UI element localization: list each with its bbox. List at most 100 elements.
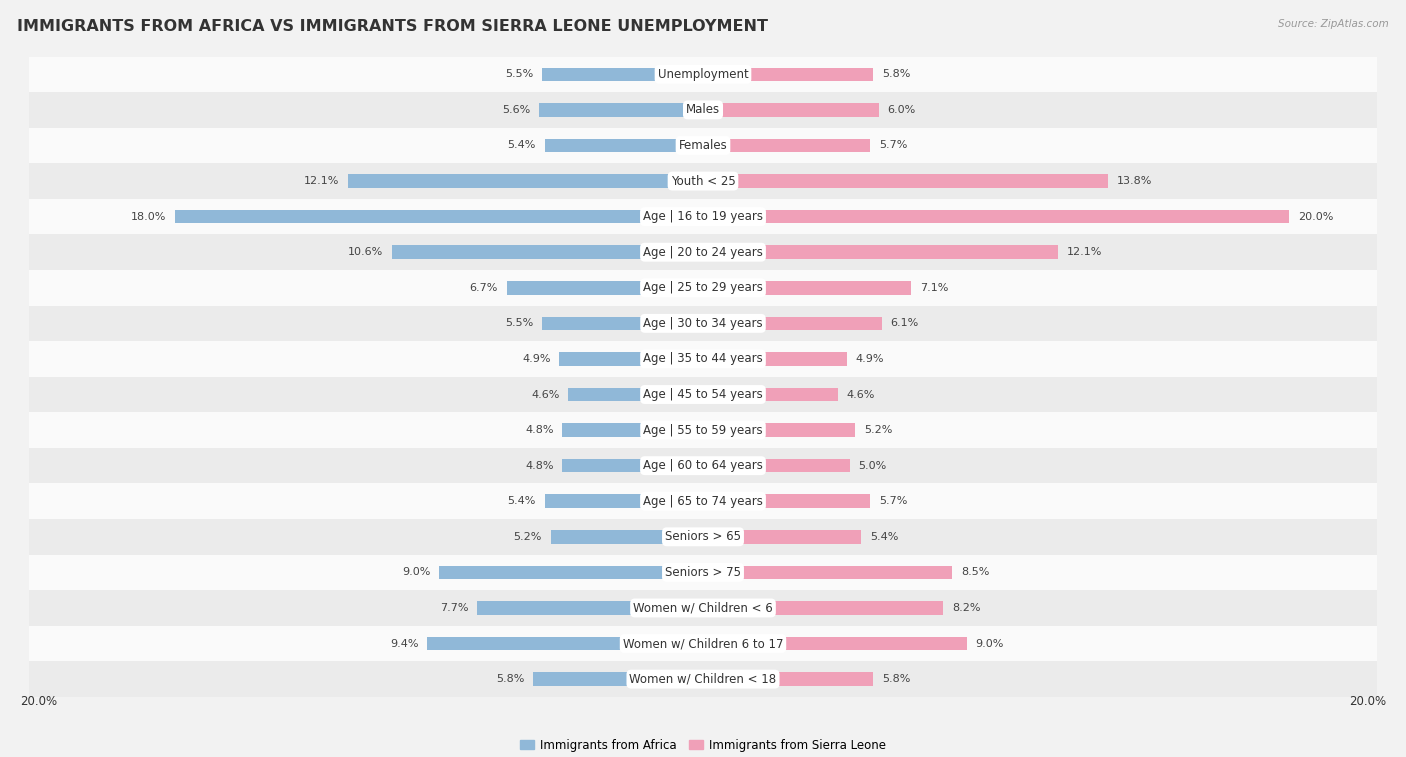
Bar <box>28 448 1378 484</box>
Text: 5.7%: 5.7% <box>879 141 907 151</box>
Text: 10.6%: 10.6% <box>349 248 384 257</box>
Text: 7.7%: 7.7% <box>440 603 468 613</box>
Bar <box>28 413 1378 448</box>
Bar <box>703 174 1108 188</box>
Bar <box>703 388 838 401</box>
Text: 4.8%: 4.8% <box>524 461 554 471</box>
Text: 9.0%: 9.0% <box>976 639 1004 649</box>
Bar <box>703 67 873 81</box>
Bar <box>703 423 855 437</box>
Text: Age | 16 to 19 years: Age | 16 to 19 years <box>643 210 763 223</box>
Text: IMMIGRANTS FROM AFRICA VS IMMIGRANTS FROM SIERRA LEONE UNEMPLOYMENT: IMMIGRANTS FROM AFRICA VS IMMIGRANTS FRO… <box>17 19 768 34</box>
Bar <box>28 199 1378 235</box>
Bar <box>176 210 703 223</box>
Bar <box>703 245 1057 259</box>
Bar <box>28 519 1378 555</box>
Bar <box>349 174 703 188</box>
Text: 4.9%: 4.9% <box>855 354 884 364</box>
Bar <box>28 662 1378 697</box>
Text: 6.1%: 6.1% <box>890 319 920 329</box>
Bar <box>703 672 873 686</box>
Text: 8.5%: 8.5% <box>960 568 990 578</box>
Text: Age | 45 to 54 years: Age | 45 to 54 years <box>643 388 763 401</box>
Bar <box>28 164 1378 199</box>
Bar <box>28 555 1378 590</box>
Text: 20.0%: 20.0% <box>20 695 58 708</box>
Bar <box>703 139 870 152</box>
Bar <box>427 637 703 650</box>
Text: Age | 35 to 44 years: Age | 35 to 44 years <box>643 353 763 366</box>
Text: Seniors > 75: Seniors > 75 <box>665 566 741 579</box>
Bar <box>533 672 703 686</box>
Bar <box>439 565 703 579</box>
Text: 5.4%: 5.4% <box>870 532 898 542</box>
Text: Males: Males <box>686 104 720 117</box>
Text: 5.0%: 5.0% <box>859 461 887 471</box>
Bar <box>506 281 703 294</box>
Text: 5.2%: 5.2% <box>865 425 893 435</box>
Text: Source: ZipAtlas.com: Source: ZipAtlas.com <box>1278 19 1389 29</box>
Bar <box>28 128 1378 164</box>
Bar <box>28 626 1378 662</box>
Bar <box>703 210 1289 223</box>
Text: Women w/ Children 6 to 17: Women w/ Children 6 to 17 <box>623 637 783 650</box>
Bar <box>560 352 703 366</box>
Bar <box>28 270 1378 306</box>
Text: 5.4%: 5.4% <box>508 497 536 506</box>
Text: 5.5%: 5.5% <box>505 319 533 329</box>
Text: Age | 60 to 64 years: Age | 60 to 64 years <box>643 459 763 472</box>
Text: Age | 55 to 59 years: Age | 55 to 59 years <box>643 424 763 437</box>
Text: 20.0%: 20.0% <box>1298 212 1333 222</box>
Text: 12.1%: 12.1% <box>1067 248 1102 257</box>
Bar <box>28 484 1378 519</box>
Text: 18.0%: 18.0% <box>131 212 166 222</box>
Bar <box>703 459 849 472</box>
Bar <box>392 245 703 259</box>
Text: 5.8%: 5.8% <box>882 674 910 684</box>
Text: 13.8%: 13.8% <box>1116 176 1152 186</box>
Bar <box>28 306 1378 341</box>
Bar <box>703 352 846 366</box>
Bar <box>28 341 1378 377</box>
Text: 5.2%: 5.2% <box>513 532 541 542</box>
Bar <box>703 281 911 294</box>
Text: 4.9%: 4.9% <box>522 354 551 364</box>
Text: 4.6%: 4.6% <box>846 390 875 400</box>
Text: Unemployment: Unemployment <box>658 68 748 81</box>
Bar <box>28 92 1378 128</box>
Text: 5.8%: 5.8% <box>882 70 910 79</box>
Bar <box>544 494 703 508</box>
Text: 5.5%: 5.5% <box>505 70 533 79</box>
Text: Age | 25 to 29 years: Age | 25 to 29 years <box>643 282 763 294</box>
Bar <box>703 601 943 615</box>
Bar <box>541 67 703 81</box>
Text: 6.7%: 6.7% <box>470 283 498 293</box>
Text: Females: Females <box>679 139 727 152</box>
Text: Women w/ Children < 18: Women w/ Children < 18 <box>630 673 776 686</box>
Text: Age | 30 to 34 years: Age | 30 to 34 years <box>643 317 763 330</box>
Bar <box>28 57 1378 92</box>
Text: 5.8%: 5.8% <box>496 674 524 684</box>
Bar <box>538 103 703 117</box>
Bar <box>703 494 870 508</box>
Bar <box>28 377 1378 413</box>
Text: 5.6%: 5.6% <box>502 105 530 115</box>
Text: 8.2%: 8.2% <box>952 603 981 613</box>
Text: Women w/ Children < 6: Women w/ Children < 6 <box>633 602 773 615</box>
Bar <box>703 637 967 650</box>
Bar <box>28 590 1378 626</box>
Bar <box>703 316 882 330</box>
Text: Seniors > 65: Seniors > 65 <box>665 531 741 544</box>
Bar <box>703 565 952 579</box>
Bar <box>568 388 703 401</box>
Bar <box>28 235 1378 270</box>
Bar <box>562 423 703 437</box>
Bar <box>562 459 703 472</box>
Text: 4.8%: 4.8% <box>524 425 554 435</box>
Bar <box>703 103 879 117</box>
Bar <box>477 601 703 615</box>
Text: Youth < 25: Youth < 25 <box>671 175 735 188</box>
Text: 5.4%: 5.4% <box>508 141 536 151</box>
Bar <box>703 530 862 544</box>
Text: 9.4%: 9.4% <box>389 639 419 649</box>
